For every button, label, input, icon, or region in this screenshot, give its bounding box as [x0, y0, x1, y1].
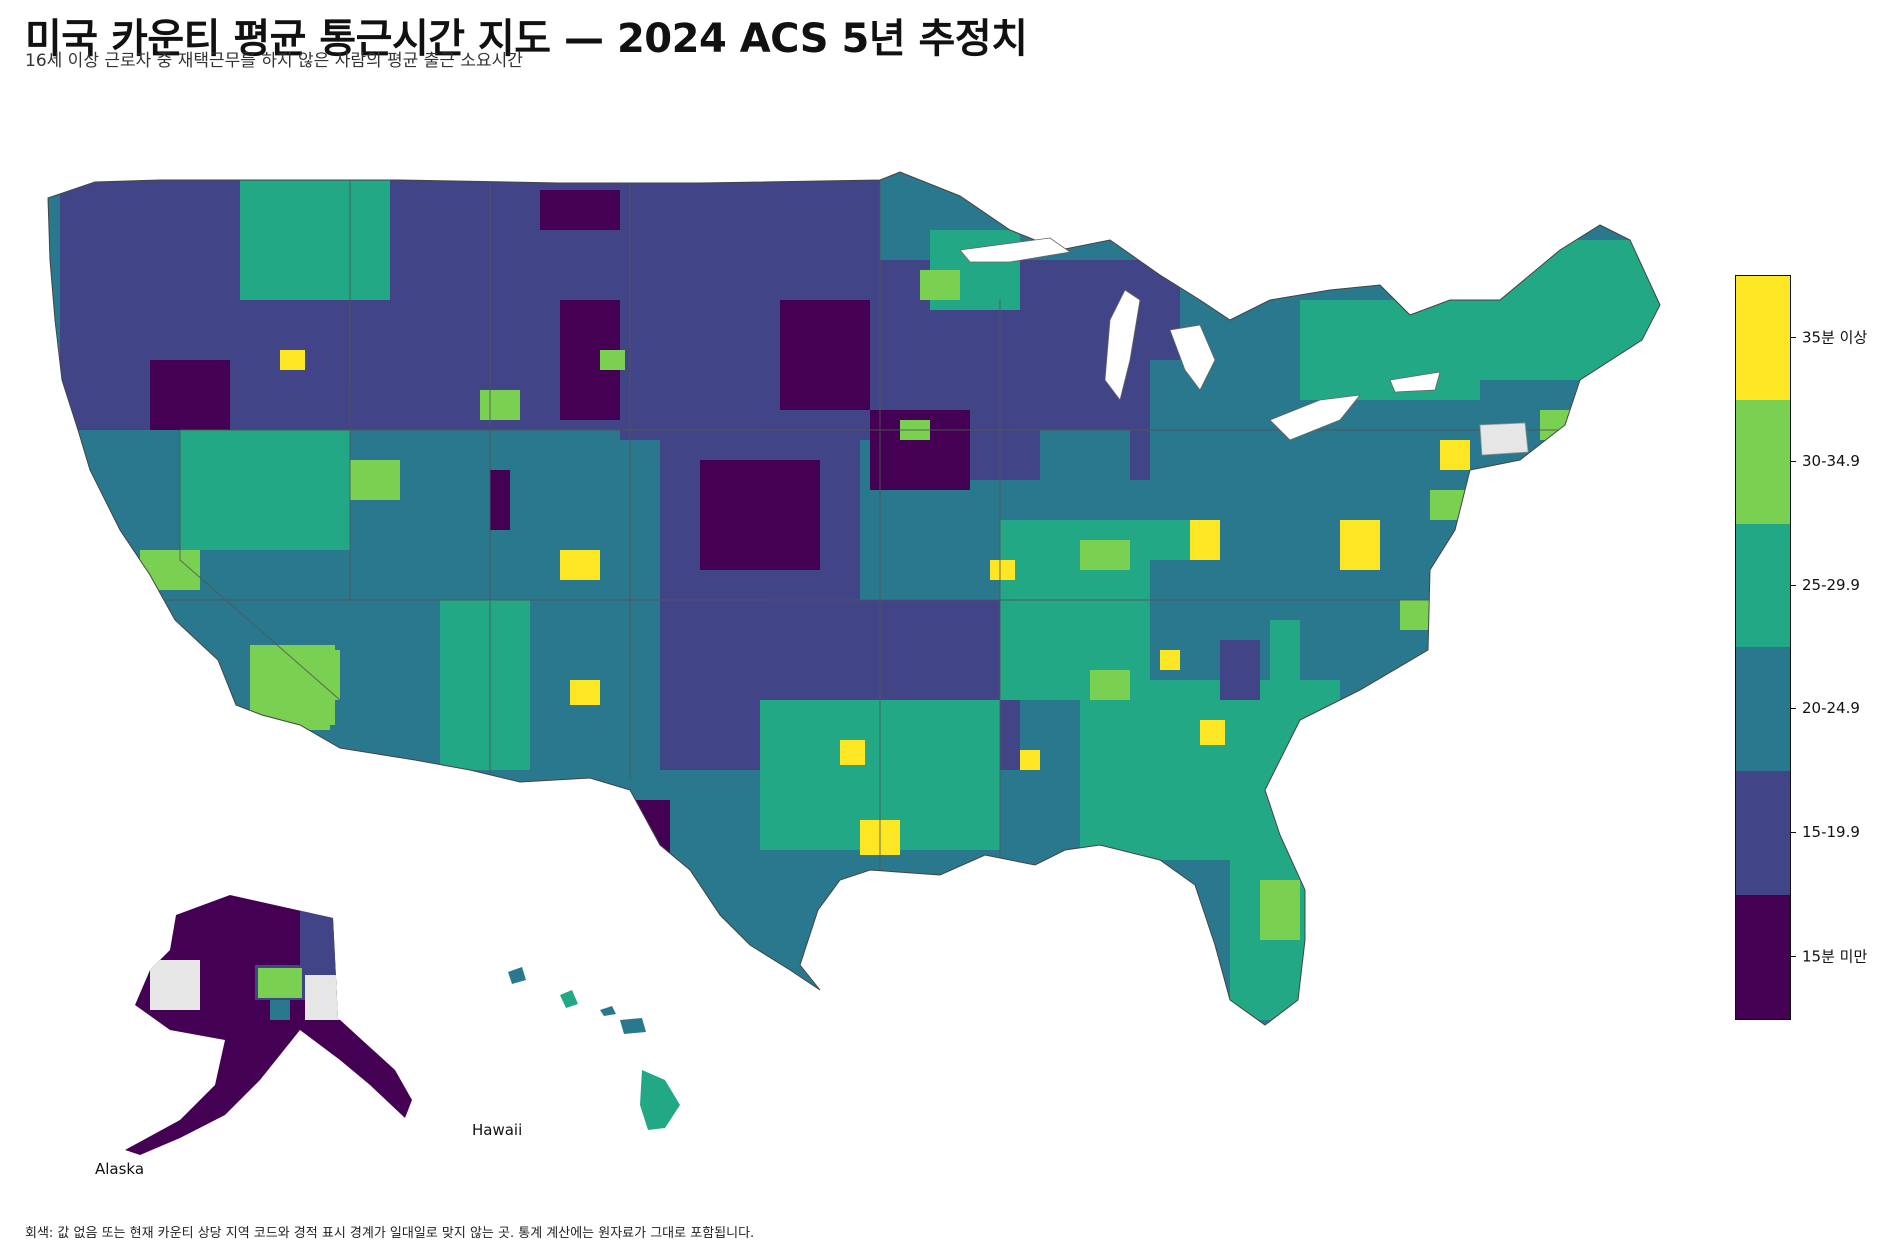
legend-tick [1790, 460, 1796, 462]
legend-swatch [1736, 647, 1790, 772]
great-lakes [959, 237, 1441, 441]
legend-tick [1790, 708, 1796, 710]
legend-tick [1790, 336, 1796, 338]
legend-swatch [1736, 771, 1790, 896]
legend-tick [1790, 956, 1796, 958]
legend-label: 30-34.9 [1802, 451, 1860, 470]
legend-swatch [1736, 276, 1790, 400]
conus-outline [47, 171, 1661, 1026]
alaska-label: Alaska [95, 1160, 145, 1178]
legend-swatch [1736, 399, 1790, 524]
legend-colorbar [1735, 275, 1791, 1020]
legend-swatch [1736, 523, 1790, 648]
hawaii-label: Hawaii [472, 1121, 523, 1139]
legend-tick [1790, 832, 1796, 834]
legend-label: 20-24.9 [1802, 699, 1860, 718]
legend-label: 35분 이상 [1802, 328, 1868, 347]
legend-label: 15-19.9 [1802, 823, 1860, 842]
legend-label: 15분 미만 [1802, 947, 1868, 966]
map-subtitle: 16세 이상 근로자 중 재택근무를 하지 않은 사람의 평균 출근 소요시간 [25, 51, 523, 71]
legend-label: 25-29.9 [1802, 575, 1860, 594]
no-data-area [1479, 422, 1529, 456]
legend-tick [1790, 584, 1796, 586]
hawaii-counties [508, 967, 680, 1130]
alaska-counties [125, 895, 412, 1155]
legend-swatch [1736, 895, 1790, 1019]
map-title: 미국 카운티 평균 통근시간 지도 — 2024 ACS 5년 추정치 [25, 16, 1028, 62]
footnote: 회색: 값 없음 또는 현재 카운티 상당 지역 코드와 경적 표시 경계가 일… [25, 1226, 755, 1241]
